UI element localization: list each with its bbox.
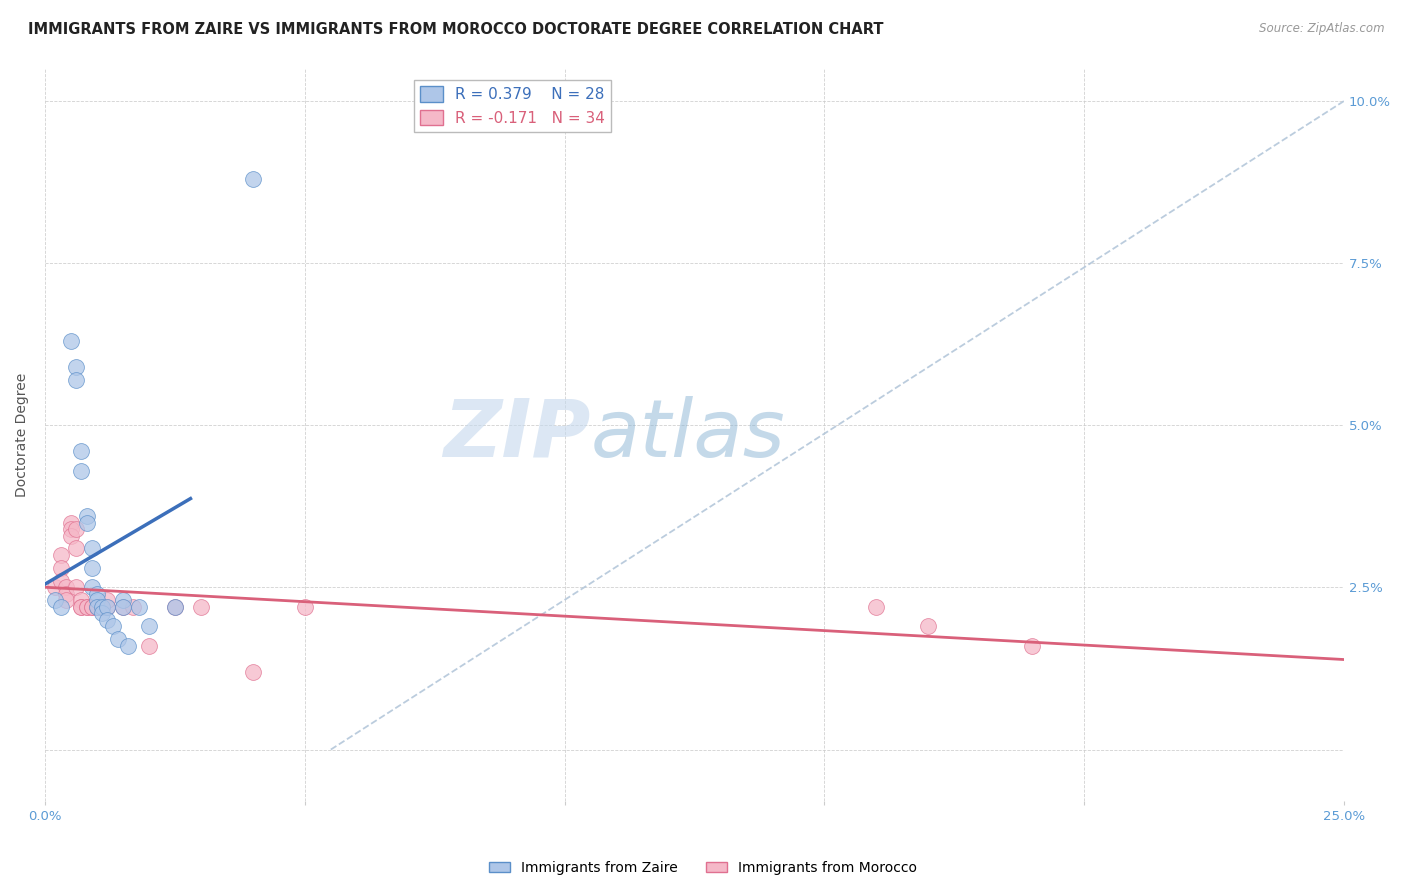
Text: IMMIGRANTS FROM ZAIRE VS IMMIGRANTS FROM MOROCCO DOCTORATE DEGREE CORRELATION CH: IMMIGRANTS FROM ZAIRE VS IMMIGRANTS FROM… [28, 22, 883, 37]
Point [80, 581, 103, 595]
Point [70, 599, 93, 614]
Point [96, 599, 118, 614]
Point [107, 632, 129, 647]
Point [96, 599, 118, 614]
Point [128, 599, 150, 614]
Point [86, 599, 108, 614]
Point [242, 665, 264, 679]
Point [117, 639, 139, 653]
Point [101, 619, 124, 633]
Point [59, 522, 82, 536]
Point [59, 528, 82, 542]
Point [80, 599, 103, 614]
Point [163, 599, 186, 614]
Point [49, 599, 72, 614]
Point [91, 599, 114, 614]
Point [1021, 639, 1043, 653]
Point [917, 619, 939, 633]
Point [86, 599, 108, 614]
Point [111, 593, 134, 607]
Text: ZIP: ZIP [443, 396, 591, 474]
Point [242, 171, 264, 186]
Point [70, 464, 93, 478]
Point [76, 509, 98, 524]
Point [59, 516, 82, 530]
Point [55, 593, 77, 607]
Point [865, 599, 887, 614]
Point [96, 613, 118, 627]
Point [70, 593, 93, 607]
Point [49, 574, 72, 588]
Point [49, 548, 72, 562]
Point [55, 581, 77, 595]
Point [65, 581, 87, 595]
Point [91, 599, 114, 614]
Point [190, 599, 212, 614]
Point [44, 593, 66, 607]
Point [76, 516, 98, 530]
Legend: Immigrants from Zaire, Immigrants from Morocco: Immigrants from Zaire, Immigrants from M… [484, 855, 922, 880]
Point [80, 561, 103, 575]
Point [163, 599, 186, 614]
Point [59, 334, 82, 348]
Point [65, 359, 87, 374]
Point [111, 599, 134, 614]
Point [138, 639, 160, 653]
Point [49, 561, 72, 575]
Point [91, 607, 114, 621]
Point [138, 619, 160, 633]
Y-axis label: Doctorate Degree: Doctorate Degree [15, 373, 30, 497]
Point [86, 587, 108, 601]
Text: atlas: atlas [591, 396, 786, 474]
Point [96, 593, 118, 607]
Point [80, 541, 103, 556]
Text: Source: ZipAtlas.com: Source: ZipAtlas.com [1260, 22, 1385, 36]
Point [294, 599, 316, 614]
Point [111, 599, 134, 614]
Point [70, 599, 93, 614]
Point [70, 444, 93, 458]
Legend: R = 0.379    N = 28, R = -0.171   N = 34: R = 0.379 N = 28, R = -0.171 N = 34 [413, 79, 612, 132]
Point [122, 599, 145, 614]
Point [65, 541, 87, 556]
Point [86, 593, 108, 607]
Point [76, 599, 98, 614]
Point [76, 599, 98, 614]
Point [55, 587, 77, 601]
Point [44, 581, 66, 595]
Point [65, 522, 87, 536]
Point [80, 599, 103, 614]
Point [65, 373, 87, 387]
